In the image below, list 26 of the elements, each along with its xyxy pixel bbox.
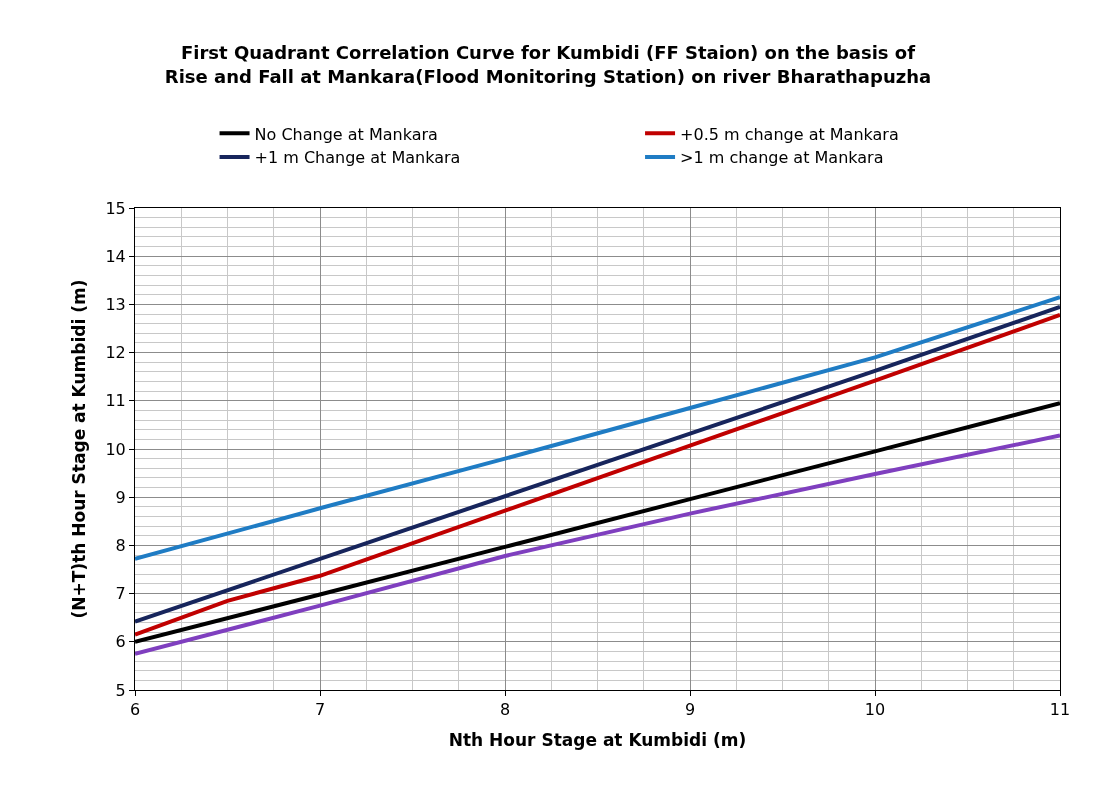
legend-label: >1 m change at Mankara	[680, 148, 884, 168]
x-axis-title: Nth Hour Stage at Kumbidi (m)	[448, 729, 747, 750]
legend-label: +1 m Change at Mankara	[254, 148, 461, 168]
legend-label: No Change at Mankara	[254, 124, 438, 144]
x-tick-label: 10	[864, 700, 886, 720]
legend-label: +0.5 m change at Mankara	[680, 124, 899, 144]
y-tick-label: 7	[115, 584, 126, 604]
x-tick-label: 7	[314, 700, 326, 720]
y-tick-label: 15	[105, 198, 126, 218]
x-tick-label: 8	[499, 700, 511, 720]
y-tick-label: 10	[105, 439, 126, 459]
y-tick-label: 6	[115, 632, 126, 652]
y-tick-label: 13	[105, 295, 126, 314]
y-axis-title: (N+T)th Hour Stage at Kumbidi (m)	[68, 279, 89, 619]
y-tick-label: 8	[115, 536, 126, 555]
y-tick-label: 9	[115, 487, 126, 507]
x-tick-label: 11	[1049, 700, 1071, 720]
y-tick-label: 11	[105, 391, 126, 411]
y-tick-label: 12	[105, 343, 126, 363]
x-tick-label: 9	[684, 700, 696, 720]
line-series	[135, 433, 1060, 656]
y-tick-label: 5	[115, 680, 126, 700]
x-tick-label: 6	[129, 700, 141, 720]
line-series	[135, 295, 1060, 561]
chart-title: First Quadrant Correlation Curve for Kumbidi (FF Staion) on the basis of Rise and Fall at Mankara(Flood Monitoring Station) on river Bharathapuzha	[164, 42, 932, 87]
y-tick-label: 14	[105, 246, 126, 266]
